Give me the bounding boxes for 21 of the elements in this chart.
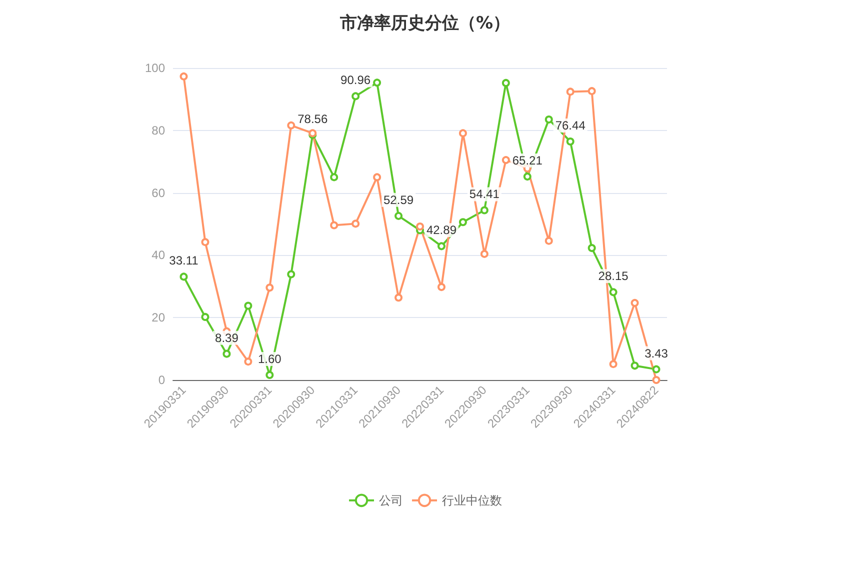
data-label: 1.60	[258, 352, 282, 366]
data-label: 90.96	[340, 73, 371, 88]
data-label: 78.56	[298, 112, 328, 126]
data-label: 76.44	[555, 118, 586, 133]
y-tick-label: 60	[152, 186, 166, 200]
chart-title: 市净率历史分位（%）	[338, 14, 510, 34]
data-label: 42.89	[426, 223, 457, 238]
data-label: 33.11	[169, 254, 199, 268]
y-tick-label: 0	[158, 373, 166, 387]
data-label: 8.39	[215, 330, 239, 345]
data-label: 65.21	[512, 154, 543, 168]
data-label: 3.43	[644, 346, 668, 360]
legend-label: 行业中位数	[442, 493, 502, 508]
y-tick-label: 100	[144, 61, 166, 75]
data-label: 28.15	[598, 269, 629, 284]
data-label: 52.59	[384, 192, 414, 207]
legend-label: 公司	[379, 493, 403, 508]
y-tick-label: 80	[152, 123, 166, 138]
y-tick-label: 20	[152, 310, 166, 325]
y-tick-label: 40	[152, 248, 166, 262]
data-label: 54.41	[469, 187, 500, 202]
